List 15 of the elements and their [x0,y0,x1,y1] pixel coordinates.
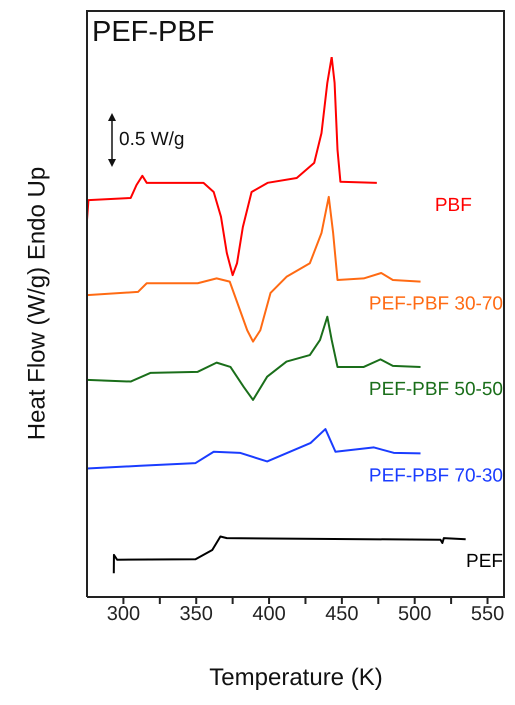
x-tick-label: 500 [398,603,432,626]
series-label: PEF-PBF 50-50 [368,378,503,400]
text: PBF [434,194,472,216]
x-tick-label: 450 [325,603,359,626]
annotation: 0.5 W/g [119,129,184,151]
x-tick-label: 400 [252,603,286,626]
series-label: PEF-PBF 70-30 [368,465,503,486]
series-label: PEF-PBF 30-70 [368,294,503,315]
x-tick-label: 350 [180,603,213,626]
series-label: PEF [466,551,503,572]
x-tick-label: 550 [470,603,504,626]
x-axis-title: Temperature (K) [209,664,383,691]
x-tick-label: 300 [106,603,140,626]
y-axis-title: Heat Flow (W/g) Endo Up [24,166,51,440]
chart-title: PEF-PBF [92,16,214,49]
